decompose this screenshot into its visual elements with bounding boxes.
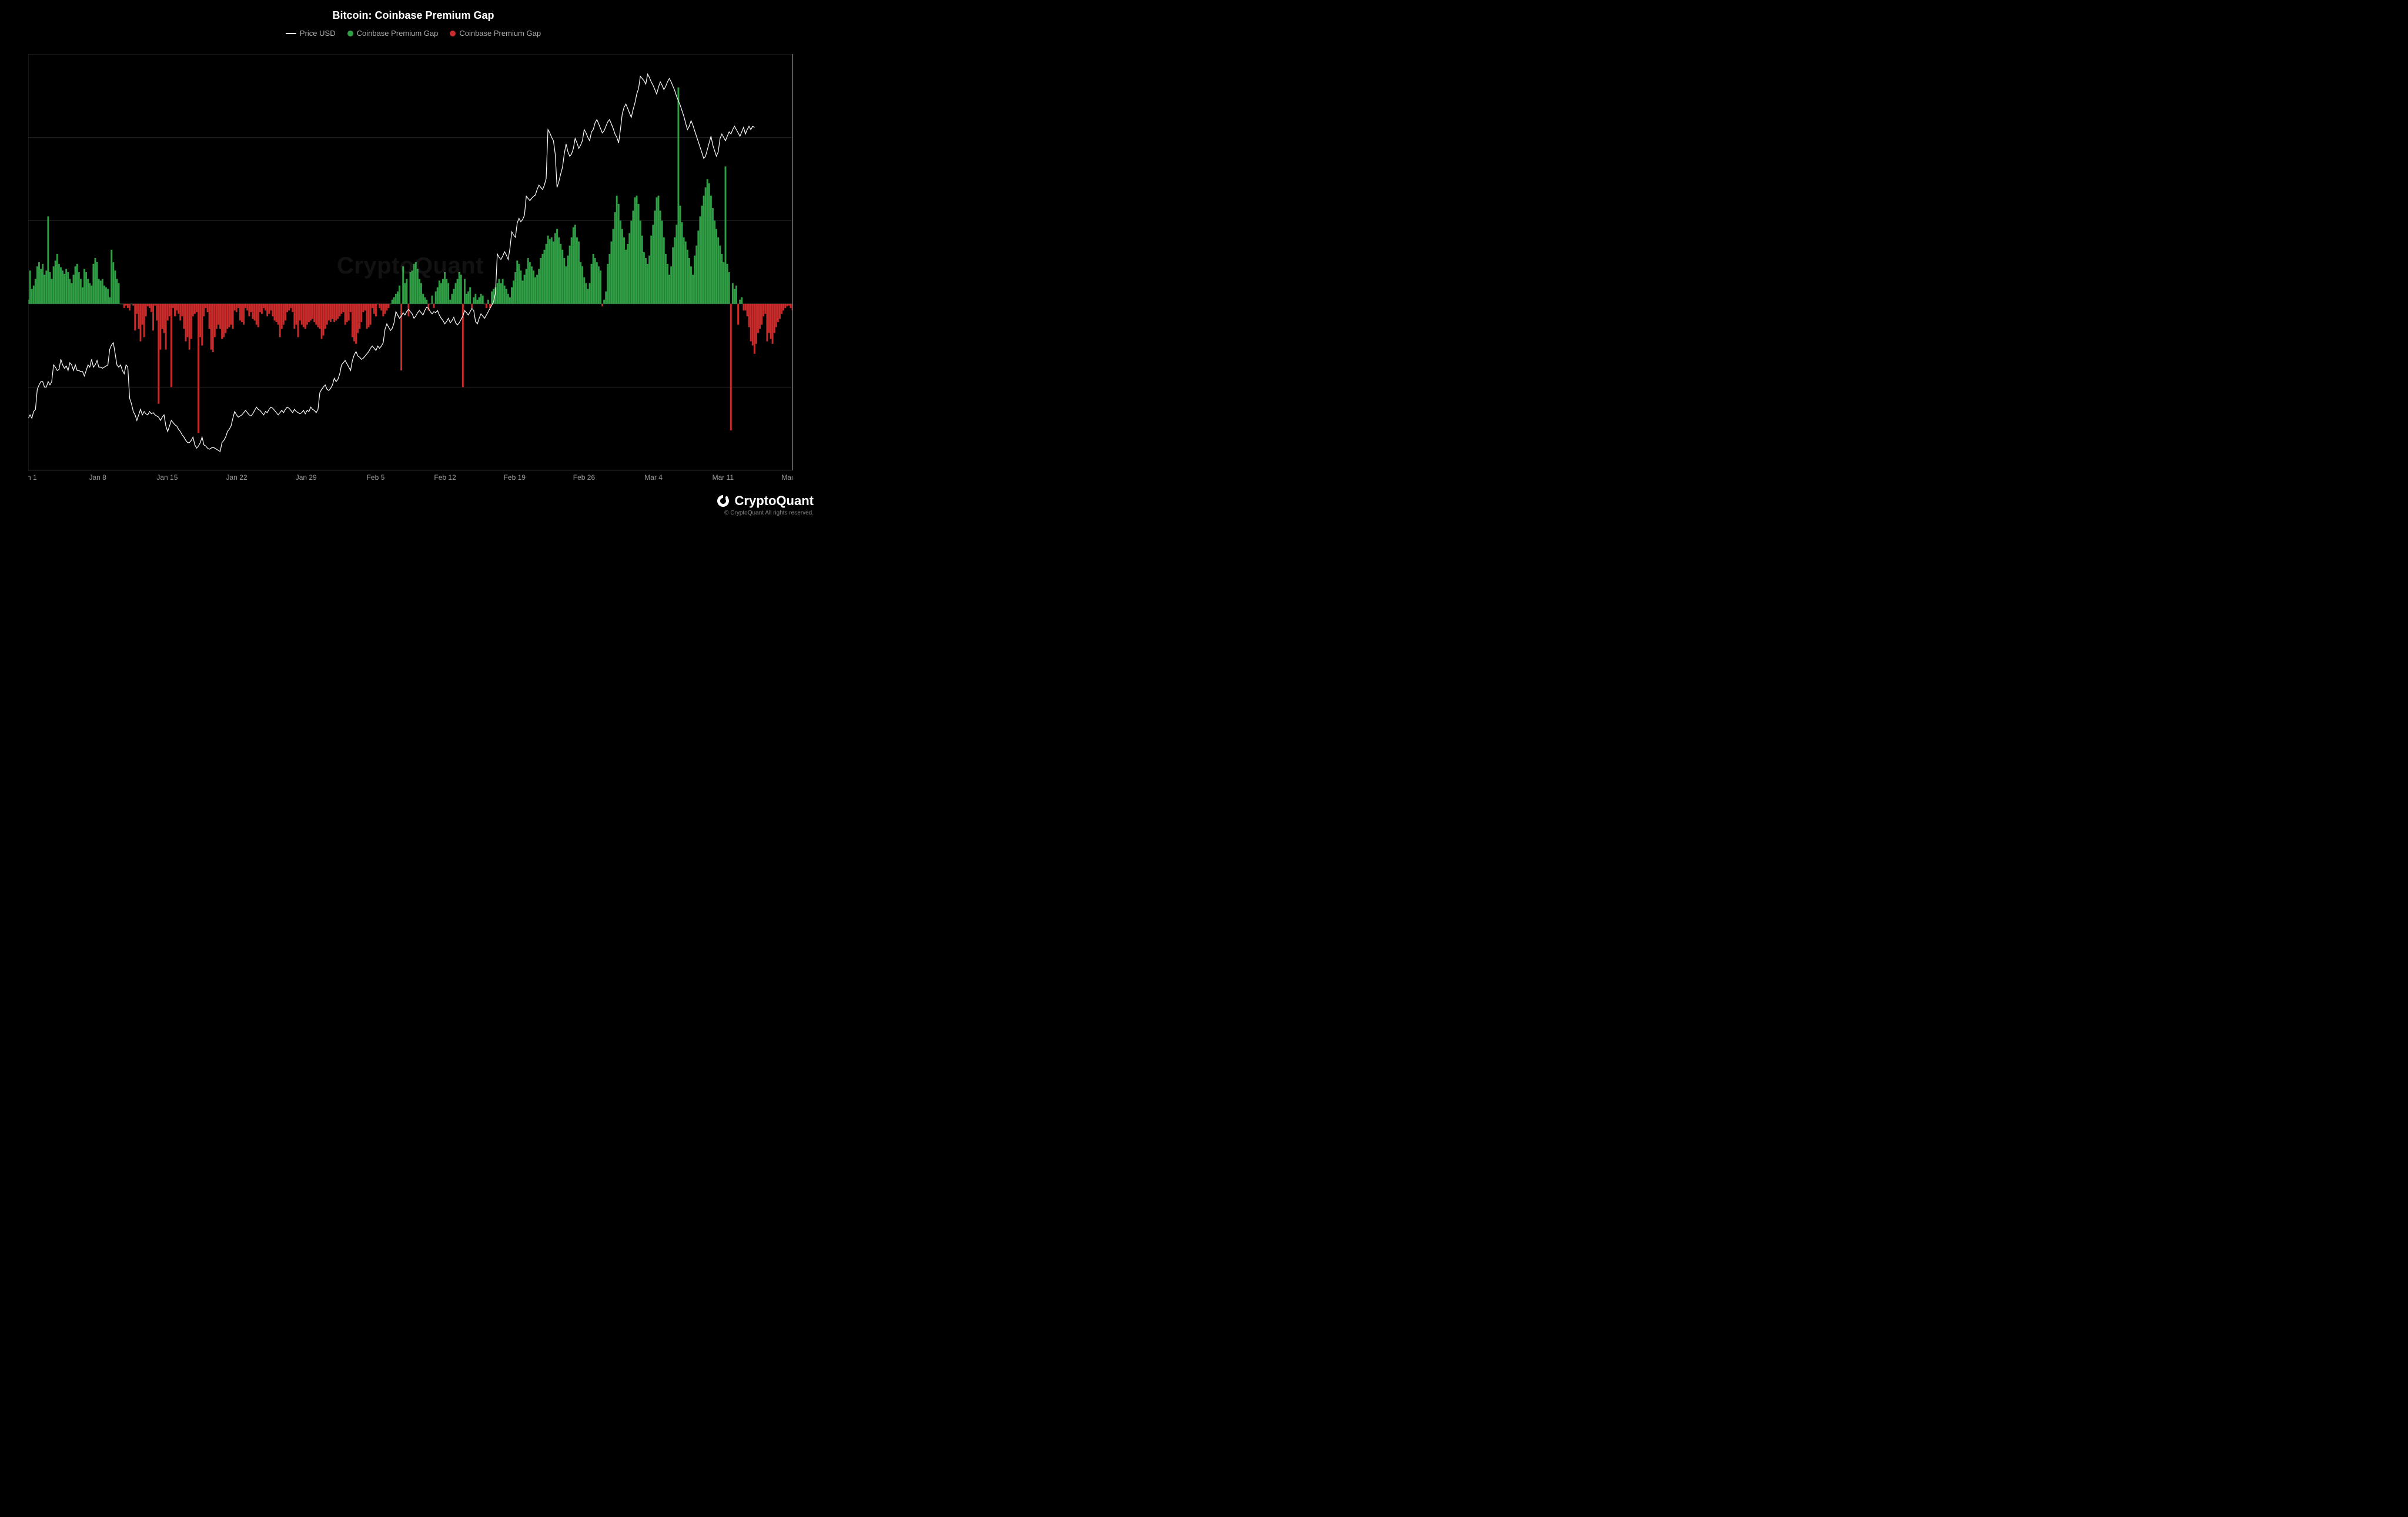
chart-area: CryptoQuant -200-1000100200300$37.5K$40K… [28,54,792,483]
price-line-swatch [286,33,296,34]
svg-text:Jan 22: Jan 22 [226,473,248,482]
svg-text:Feb 12: Feb 12 [434,473,456,482]
svg-text:Mar 4: Mar 4 [644,473,663,482]
svg-text:Jan 8: Jan 8 [89,473,107,482]
svg-text:Feb 19: Feb 19 [504,473,526,482]
brand-text: CryptoQuant [735,493,814,509]
legend-item-price: Price USD [286,29,336,38]
footer: CryptoQuant © CryptoQuant All rights res… [716,493,814,516]
svg-text:Mar 18: Mar 18 [781,473,792,482]
svg-text:Feb 26: Feb 26 [573,473,596,482]
legend-price-label: Price USD [300,29,336,38]
legend-positive-label: Coinbase Premium Gap [357,29,439,38]
svg-text:Jan 29: Jan 29 [296,473,317,482]
legend-item-positive: Coinbase Premium Gap [347,29,439,38]
svg-text:Jan 1: Jan 1 [28,473,37,482]
chart-title: Bitcoin: Coinbase Premium Gap [0,0,827,22]
chart-svg: -200-1000100200300$37.5K$40K$42.5K$45K$4… [28,54,792,483]
chart-legend: Price USD Coinbase Premium Gap Coinbase … [0,22,827,42]
brand: CryptoQuant [716,493,814,509]
svg-text:Jan 15: Jan 15 [156,473,178,482]
legend-item-negative: Coinbase Premium Gap [450,29,541,38]
legend-negative-label: Coinbase Premium Gap [459,29,541,38]
brand-icon [716,494,730,508]
svg-text:Feb 5: Feb 5 [367,473,385,482]
negative-dot-swatch [450,31,456,36]
positive-dot-swatch [347,31,353,36]
copyright: © CryptoQuant All rights reserved. [716,510,814,516]
svg-text:Mar 11: Mar 11 [713,473,734,482]
